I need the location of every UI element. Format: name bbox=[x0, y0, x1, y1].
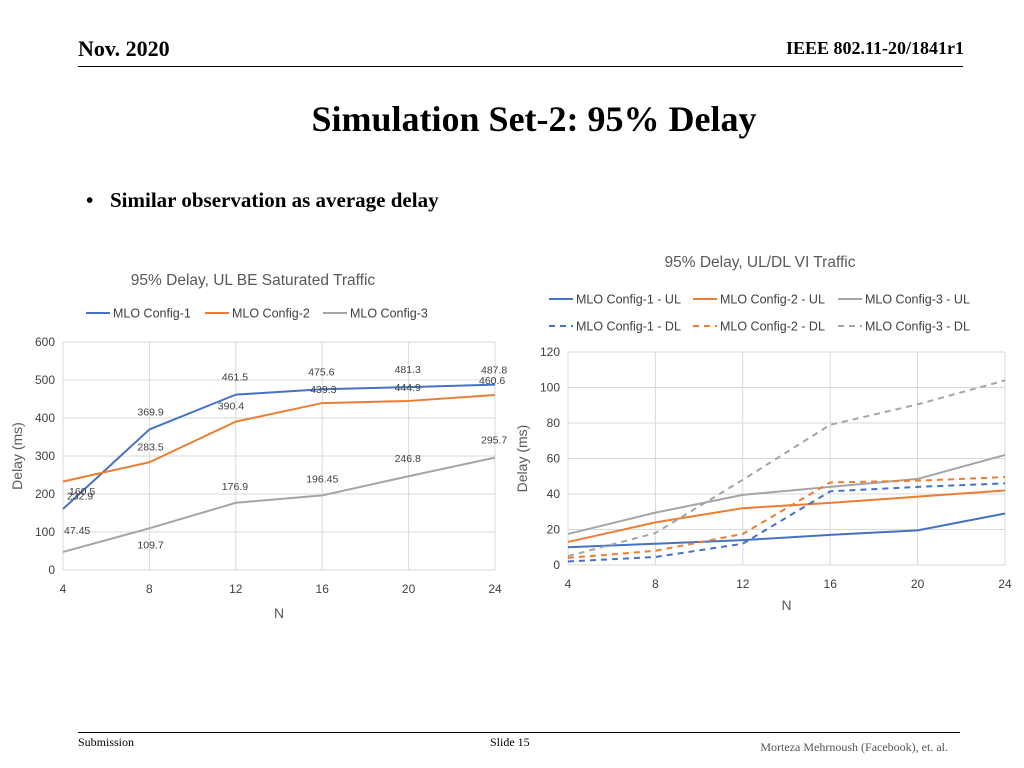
x-tick-label: 16 bbox=[316, 582, 330, 596]
data-label: 460.6 bbox=[479, 375, 505, 387]
x-tick-label: 8 bbox=[652, 577, 659, 591]
data-label: 47.45 bbox=[64, 525, 90, 537]
y-tick-label: 120 bbox=[540, 345, 560, 359]
y-tick-label: 400 bbox=[35, 411, 55, 425]
x-tick-label: 24 bbox=[998, 577, 1012, 591]
y-tick-label: 300 bbox=[35, 449, 55, 463]
data-label: 390.4 bbox=[218, 401, 244, 413]
series-line bbox=[567, 489, 1006, 543]
y-tick-label: 60 bbox=[547, 452, 561, 466]
data-label: 176.9 bbox=[222, 481, 248, 493]
x-tick-label: 24 bbox=[488, 582, 502, 596]
data-label: 481.3 bbox=[395, 364, 421, 376]
data-label: 295.7 bbox=[481, 435, 507, 447]
y-tick-label: 600 bbox=[35, 335, 55, 349]
bullet-item: • Similar observation as average delay bbox=[86, 188, 439, 213]
footer-divider bbox=[78, 732, 960, 733]
x-tick-label: 12 bbox=[229, 582, 243, 596]
data-label: 439.3 bbox=[310, 384, 336, 396]
data-label: 160.5 bbox=[69, 486, 95, 498]
y-tick-label: 0 bbox=[48, 563, 55, 577]
x-tick-label: 4 bbox=[565, 577, 572, 591]
legend-label: MLO Config-3 bbox=[350, 307, 428, 321]
y-tick-label: 100 bbox=[540, 381, 560, 395]
data-label: 283.5 bbox=[137, 441, 163, 453]
data-label: 475.6 bbox=[308, 366, 334, 378]
header-divider bbox=[78, 66, 963, 67]
series-line bbox=[567, 512, 1006, 549]
y-tick-label: 200 bbox=[35, 487, 55, 501]
y-tick-label: 40 bbox=[547, 487, 561, 501]
chart-title: 95% Delay, UL BE Saturated Traffic bbox=[131, 272, 376, 289]
x-tick-label: 20 bbox=[402, 582, 416, 596]
legend-label: MLO Config-2 bbox=[232, 307, 310, 321]
series-line bbox=[62, 393, 496, 483]
data-label: 196.45 bbox=[306, 473, 338, 485]
bullet-text: Similar observation as average delay bbox=[110, 188, 439, 212]
legend-label: MLO Config-1 bbox=[113, 307, 191, 321]
legend-label: MLO Config-1 - DL bbox=[576, 320, 681, 334]
legend-label: MLO Config-2 - UL bbox=[720, 293, 825, 307]
y-axis-label: Delay (ms) bbox=[9, 422, 25, 490]
y-tick-label: 100 bbox=[35, 525, 55, 539]
data-label: 487.8 bbox=[481, 365, 507, 377]
x-axis-label: N bbox=[274, 605, 284, 621]
legend-label: MLO Config-2 - DL bbox=[720, 320, 825, 334]
series-line bbox=[567, 482, 1006, 563]
footer-slide-number: Slide 15 bbox=[490, 735, 530, 749]
y-tick-label: 0 bbox=[553, 558, 560, 572]
x-tick-label: 4 bbox=[60, 582, 67, 596]
data-label: 461.5 bbox=[222, 372, 248, 384]
series-line bbox=[62, 383, 496, 510]
y-tick-label: 80 bbox=[547, 416, 561, 430]
header-date: Nov. 2020 bbox=[78, 36, 170, 61]
data-label: 444.9 bbox=[395, 382, 421, 394]
y-tick-label: 500 bbox=[35, 373, 55, 387]
y-tick-label: 20 bbox=[547, 523, 561, 537]
series-line bbox=[567, 453, 1006, 535]
x-axis-label: N bbox=[781, 597, 791, 613]
footer-authors: Morteza Mehrnoush (Facebook), et. al. bbox=[760, 740, 948, 754]
slide-title: Simulation Set-2: 95% Delay bbox=[311, 99, 757, 139]
chart-title: 95% Delay, UL/DL VI Traffic bbox=[665, 254, 856, 271]
legend-label: MLO Config-3 - UL bbox=[865, 293, 970, 307]
header-doc-id: IEEE 802.11-20/1841r1 bbox=[785, 38, 964, 58]
data-label: 232.9 bbox=[67, 490, 93, 502]
data-label: 369.9 bbox=[137, 406, 163, 418]
data-label: 246.8 bbox=[395, 453, 421, 465]
footer-submission: Submission bbox=[78, 735, 135, 749]
y-axis-label: Delay (ms) bbox=[514, 425, 530, 493]
data-label: 109.7 bbox=[137, 539, 163, 551]
x-tick-label: 12 bbox=[736, 577, 750, 591]
x-tick-label: 20 bbox=[911, 577, 925, 591]
x-tick-label: 8 bbox=[146, 582, 153, 596]
series-line bbox=[567, 379, 1006, 558]
bullet-dot: • bbox=[86, 188, 94, 212]
series-line bbox=[62, 456, 496, 553]
legend-label: MLO Config-1 - UL bbox=[576, 293, 681, 307]
legend-label: MLO Config-3 - DL bbox=[865, 320, 970, 334]
x-tick-label: 16 bbox=[824, 577, 838, 591]
